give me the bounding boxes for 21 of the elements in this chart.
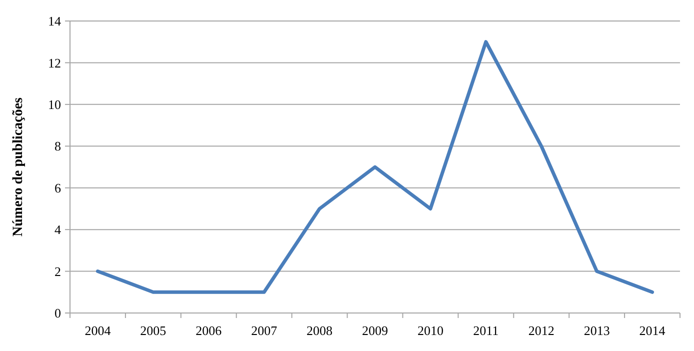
y-tick-label: 6: [54, 180, 62, 196]
y-tick-label: 12: [48, 55, 61, 70]
y-tick-label: 4: [54, 222, 62, 238]
y-tick-label: 2: [54, 264, 61, 279]
x-tick-label: 2011: [473, 323, 499, 338]
x-tick-label: 2012: [528, 323, 554, 338]
x-tick-label: 2014: [639, 323, 666, 338]
x-tick-label: 2006: [196, 323, 222, 338]
x-tick-label: 2009: [362, 323, 388, 338]
x-tick-label: 2004: [84, 323, 112, 338]
y-tick-label: 14: [48, 14, 62, 29]
x-tick-label: 2013: [584, 323, 610, 338]
x-tick-label: 2005: [140, 323, 166, 338]
x-tick-label: 2010: [417, 323, 444, 338]
y-tick-label: 0: [54, 306, 61, 321]
x-tick-label: 2007: [251, 323, 278, 338]
y-tick-label: 10: [48, 96, 61, 112]
line-series: [96, 40, 654, 294]
y-tick-label: 8: [54, 138, 61, 154]
x-tick-label: 2008: [306, 323, 333, 338]
y-axis-title: Número de publicações: [11, 96, 26, 236]
